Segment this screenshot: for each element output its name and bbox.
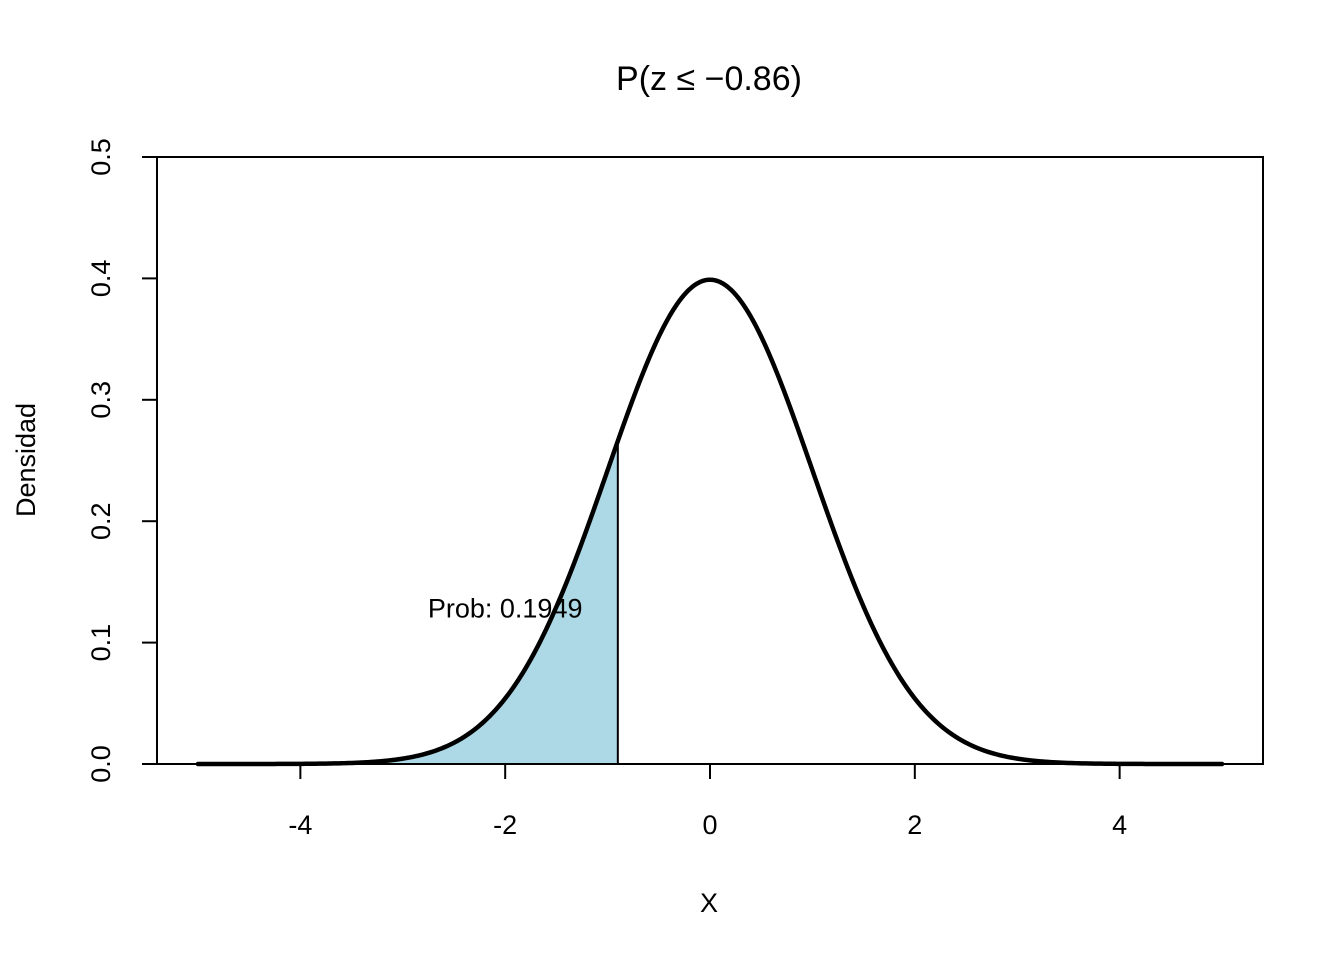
x-axis-label: X: [700, 888, 718, 918]
y-tick-label: 0.2: [86, 502, 116, 540]
y-tick-label: 0.3: [86, 381, 116, 419]
x-tick-label: 2: [907, 810, 922, 840]
axes-group: -4 -2 0 2 4 0.0 0.1 0.2 0.3 0.4 0.5: [86, 138, 1264, 840]
chart-title: P(z ≤ −0.86): [616, 60, 802, 98]
x-tick-label: 0: [702, 810, 717, 840]
shaded-probability-area: [197, 440, 618, 764]
density-curve: [195, 277, 1225, 767]
density-curve-group: [195, 277, 1225, 767]
shaded-area-group: [197, 440, 619, 764]
y-tick-label: 0.0: [86, 745, 116, 783]
y-axis-label: Densidad: [11, 403, 41, 517]
x-tick-label: 4: [1112, 810, 1127, 840]
y-tick-label: 0.5: [86, 138, 116, 176]
x-tick-label: -2: [493, 810, 517, 840]
plot-box: [156, 156, 1264, 765]
y-tick-label: 0.4: [86, 260, 116, 298]
y-tick-label: 0.1: [86, 624, 116, 662]
probability-annotation: Prob: 0.1949: [428, 594, 583, 624]
x-tick-label: -4: [288, 810, 312, 840]
